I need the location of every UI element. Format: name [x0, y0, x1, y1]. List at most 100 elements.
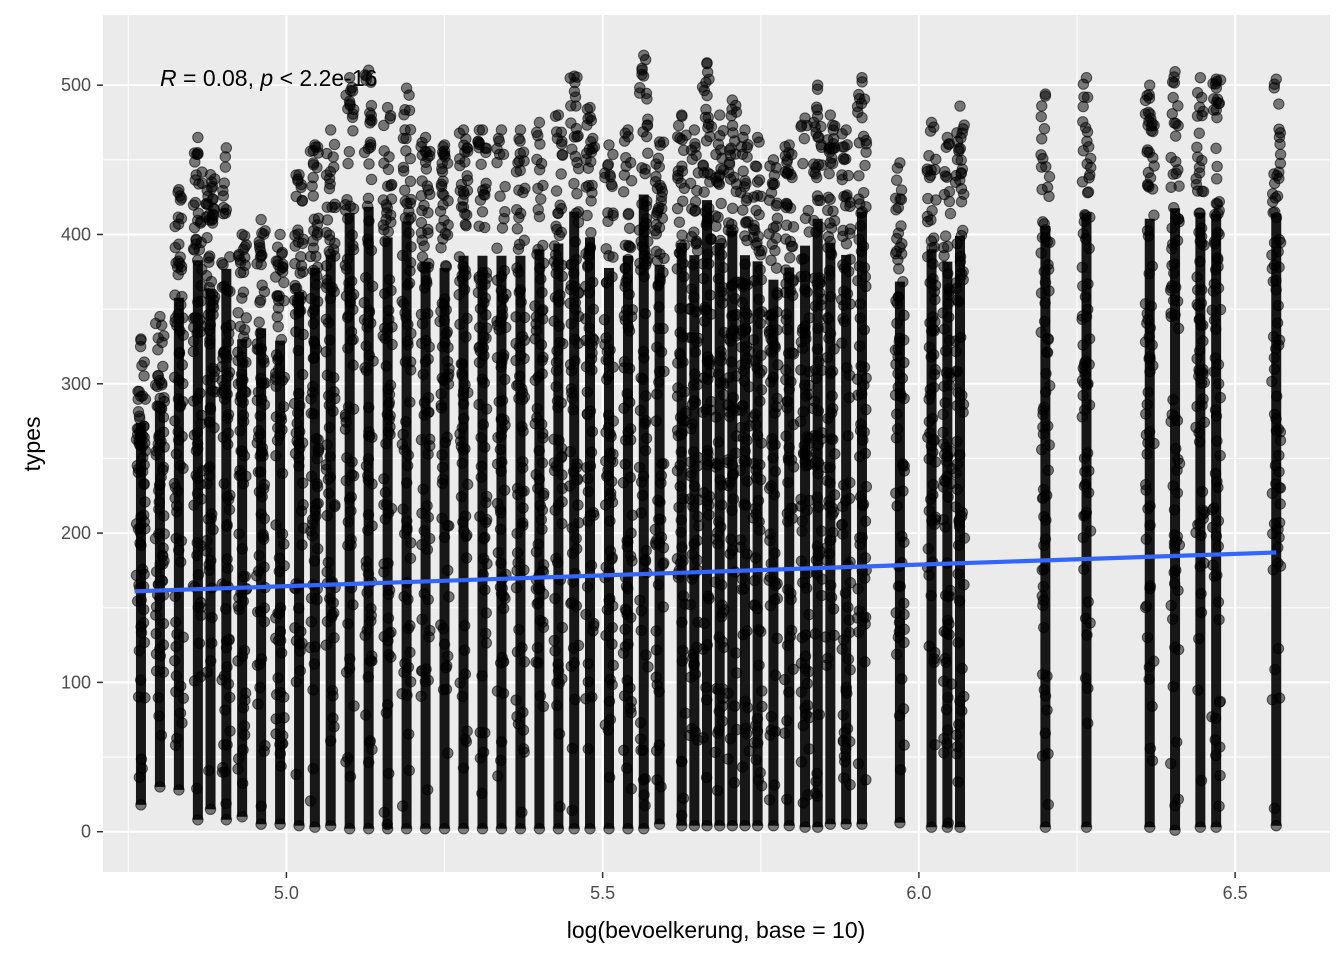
- data-point: [294, 305, 307, 317]
- data-point: [749, 599, 761, 611]
- data-point: [478, 297, 490, 309]
- data-point: [251, 258, 263, 270]
- data-point: [826, 390, 838, 402]
- data-point: [305, 525, 317, 537]
- data-point: [735, 464, 747, 477]
- data-point: [735, 141, 748, 153]
- data-point: [204, 803, 217, 815]
- data-point: [169, 241, 182, 254]
- data-point: [739, 820, 751, 832]
- data-point: [953, 595, 966, 607]
- data-point: [232, 306, 244, 319]
- data-point: [382, 383, 394, 396]
- data-point: [385, 502, 398, 515]
- data-point: [891, 500, 903, 512]
- data-point: [622, 208, 635, 221]
- data-point: [364, 114, 377, 126]
- data-point: [565, 387, 578, 399]
- data-point: [423, 631, 435, 643]
- data-point: [441, 431, 453, 443]
- data-point: [1274, 482, 1287, 494]
- data-point: [1193, 127, 1205, 139]
- data-point: [755, 780, 768, 792]
- data-point: [812, 194, 824, 207]
- data-point: [328, 371, 340, 384]
- data-point: [295, 260, 308, 272]
- data-point: [937, 307, 949, 319]
- data-point: [135, 333, 147, 345]
- data-point: [1194, 365, 1206, 378]
- data-point: [825, 579, 837, 592]
- data-point: [362, 671, 374, 683]
- data-point: [1043, 380, 1056, 392]
- data-point: [709, 210, 722, 222]
- data-point: [473, 141, 485, 154]
- x-axis: 5.0 5.5 6.0 6.5: [274, 872, 1248, 903]
- data-point: [618, 744, 630, 756]
- data-point: [922, 543, 935, 555]
- data-point: [516, 420, 528, 433]
- data-point: [477, 418, 490, 431]
- data-point: [492, 770, 504, 782]
- data-point: [415, 308, 428, 320]
- data-point: [658, 365, 670, 378]
- data-point: [189, 311, 201, 323]
- data-point: [367, 355, 379, 367]
- data-point: [717, 125, 729, 137]
- data-point: [942, 240, 954, 253]
- data-point: [551, 223, 563, 236]
- data-point: [601, 604, 614, 616]
- data-point: [808, 214, 820, 227]
- data-point: [206, 637, 218, 649]
- data-point: [634, 717, 647, 729]
- data-point: [769, 725, 782, 738]
- data-point: [691, 460, 704, 472]
- data-point: [274, 738, 286, 751]
- data-point: [347, 403, 360, 415]
- data-point: [307, 317, 320, 330]
- data-point: [1274, 138, 1286, 150]
- data-point: [1172, 453, 1184, 466]
- data-point: [134, 537, 146, 549]
- data-point: [237, 702, 250, 714]
- data-point: [359, 271, 372, 284]
- data-point: [958, 119, 970, 131]
- data-point: [1211, 160, 1223, 173]
- data-point: [440, 662, 452, 674]
- data-point: [894, 763, 907, 776]
- data-point: [769, 407, 781, 419]
- data-point: [618, 690, 631, 702]
- data-point: [494, 523, 507, 535]
- data-point: [672, 357, 684, 369]
- data-point: [939, 345, 952, 357]
- data-point: [1267, 564, 1279, 576]
- data-point: [342, 157, 354, 170]
- data-point: [938, 380, 950, 392]
- data-point: [513, 623, 525, 636]
- data-point: [491, 274, 504, 286]
- data-point: [1268, 518, 1281, 530]
- data-point: [363, 215, 375, 227]
- data-point: [856, 818, 868, 830]
- data-point: [253, 549, 265, 562]
- data-point: [1168, 267, 1180, 279]
- data-point: [223, 634, 235, 646]
- data-point: [703, 593, 715, 605]
- data-point: [416, 251, 429, 263]
- data-point: [781, 198, 793, 210]
- data-point: [536, 368, 548, 380]
- data-point: [894, 580, 906, 593]
- data-point: [653, 301, 665, 313]
- data-point: [157, 666, 170, 678]
- data-point: [827, 526, 839, 539]
- data-point: [176, 359, 189, 371]
- data-point: [533, 823, 546, 835]
- data-point: [703, 509, 715, 521]
- data-point: [535, 339, 548, 351]
- data-point: [650, 625, 662, 637]
- data-point: [725, 356, 738, 368]
- data-point: [386, 321, 398, 333]
- data-point: [362, 233, 374, 245]
- data-point: [295, 625, 307, 638]
- data-point: [676, 820, 688, 832]
